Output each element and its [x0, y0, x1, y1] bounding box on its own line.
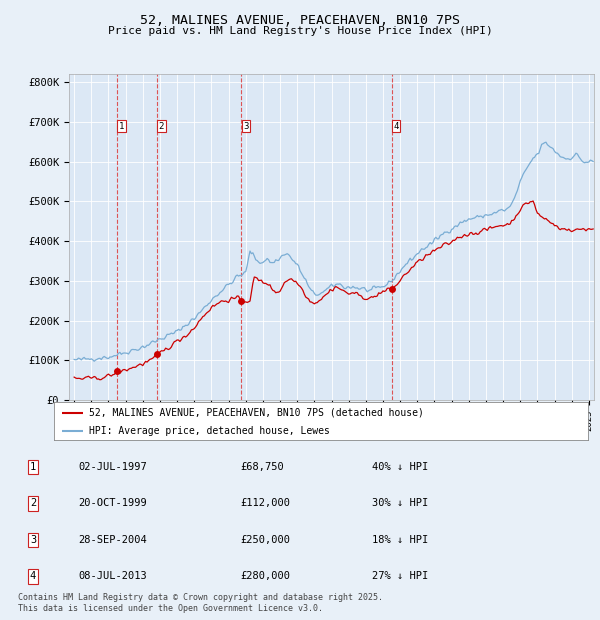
Text: £68,750: £68,750 [240, 462, 284, 472]
Text: £280,000: £280,000 [240, 571, 290, 582]
Text: 2: 2 [159, 122, 164, 130]
Text: 3: 3 [243, 122, 248, 130]
Text: 52, MALINES AVENUE, PEACEHAVEN, BN10 7PS (detached house): 52, MALINES AVENUE, PEACEHAVEN, BN10 7PS… [89, 407, 424, 417]
Text: 4: 4 [393, 122, 398, 130]
Text: 3: 3 [30, 535, 36, 545]
Text: 4: 4 [30, 571, 36, 582]
Text: 1: 1 [119, 122, 124, 130]
Text: Contains HM Land Registry data © Crown copyright and database right 2025.
This d: Contains HM Land Registry data © Crown c… [18, 593, 383, 613]
Text: 08-JUL-2013: 08-JUL-2013 [78, 571, 147, 582]
Text: 40% ↓ HPI: 40% ↓ HPI [372, 462, 428, 472]
Text: 02-JUL-1997: 02-JUL-1997 [78, 462, 147, 472]
Text: 30% ↓ HPI: 30% ↓ HPI [372, 498, 428, 508]
Text: 28-SEP-2004: 28-SEP-2004 [78, 535, 147, 545]
Text: 2: 2 [30, 498, 36, 508]
Text: HPI: Average price, detached house, Lewes: HPI: Average price, detached house, Lewe… [89, 425, 329, 436]
Text: 18% ↓ HPI: 18% ↓ HPI [372, 535, 428, 545]
Text: 27% ↓ HPI: 27% ↓ HPI [372, 571, 428, 582]
Text: 1: 1 [30, 462, 36, 472]
Text: £112,000: £112,000 [240, 498, 290, 508]
Text: £250,000: £250,000 [240, 535, 290, 545]
Text: 52, MALINES AVENUE, PEACEHAVEN, BN10 7PS: 52, MALINES AVENUE, PEACEHAVEN, BN10 7PS [140, 14, 460, 27]
Text: 20-OCT-1999: 20-OCT-1999 [78, 498, 147, 508]
Text: Price paid vs. HM Land Registry's House Price Index (HPI): Price paid vs. HM Land Registry's House … [107, 26, 493, 36]
